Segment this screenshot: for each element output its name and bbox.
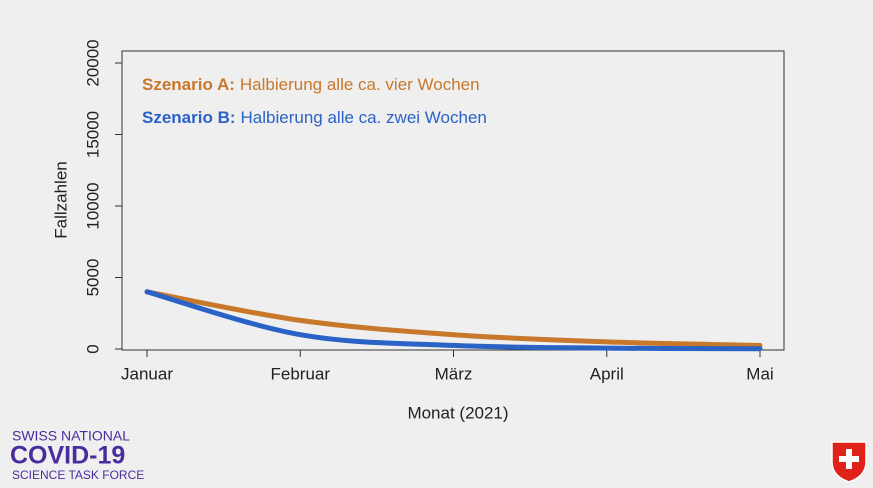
logo-text: COVID-19 [10,442,125,470]
logo-text: SCIENCE TASK FORCE [12,468,144,482]
legend-entry: Szenario A: Halbierung alle ca. vier Woch… [142,75,480,94]
x-tick-label: Februar [270,364,330,383]
legend-label: Halbierung alle ca. zwei Wochen [241,108,487,127]
x-tick-label: März [435,364,473,383]
x-tick-label: Mai [746,364,773,383]
x-tick-label: Januar [121,364,173,383]
swiss-shield [831,441,867,483]
y-tick-label: 0 [83,344,102,353]
y-axis-label: Fallzahlen [51,161,70,239]
legend-name: Szenario B: [142,108,236,127]
line-series [144,289,763,352]
logo-text: SWISS NATIONAL [12,428,130,444]
legend-name: Szenario A: [142,75,235,94]
y-tick-label: 5000 [83,259,102,297]
x-axis-label: Monat (2021) [407,403,508,422]
y-tick-label: 10000 [83,182,102,229]
y-tick-label: 20000 [83,39,102,86]
line-series [144,289,763,348]
x-tick-label: April [590,364,624,383]
y-tick-label: 15000 [83,111,102,158]
legend-label: Halbierung alle ca. vier Wochen [240,75,480,94]
legend-entry: Szenario B: Halbierung alle ca. zwei Woch… [142,108,487,127]
